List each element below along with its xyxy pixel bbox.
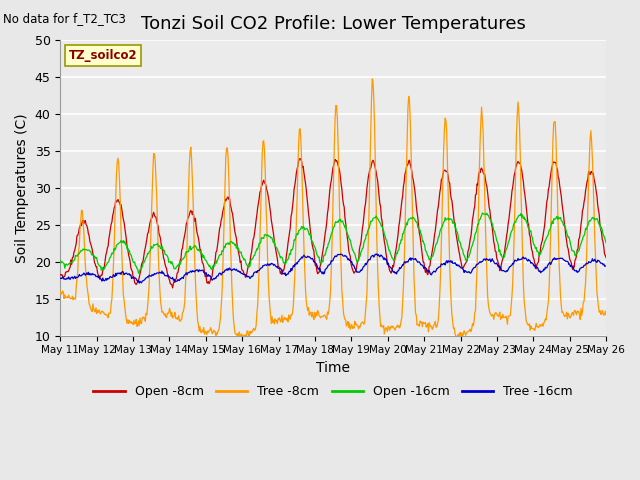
Title: Tonzi Soil CO2 Profile: Lower Temperatures: Tonzi Soil CO2 Profile: Lower Temperatur… bbox=[141, 15, 525, 33]
Text: TZ_soilco2: TZ_soilco2 bbox=[68, 49, 137, 62]
Y-axis label: Soil Temperatures (C): Soil Temperatures (C) bbox=[15, 113, 29, 263]
Text: No data for f_T2_TC3: No data for f_T2_TC3 bbox=[3, 12, 126, 25]
Legend: Open -8cm, Tree -8cm, Open -16cm, Tree -16cm: Open -8cm, Tree -8cm, Open -16cm, Tree -… bbox=[88, 380, 578, 403]
X-axis label: Time: Time bbox=[316, 361, 350, 375]
